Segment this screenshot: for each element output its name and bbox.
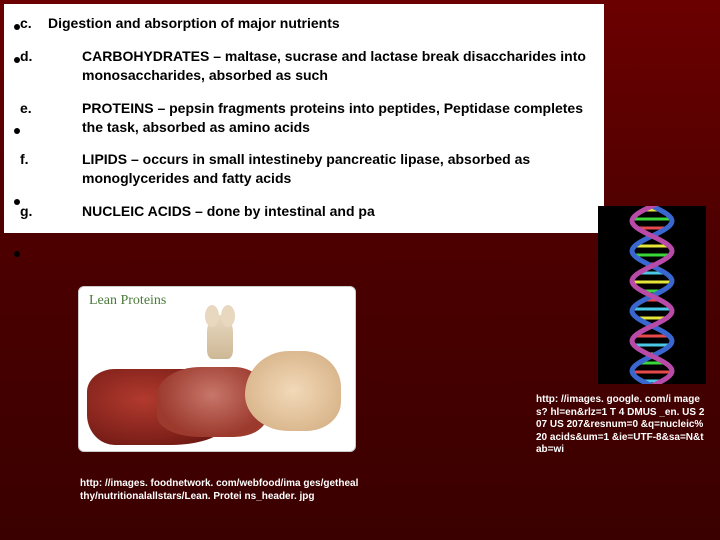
item-marker: d.	[20, 47, 48, 85]
bullet-icon	[14, 24, 20, 30]
item-marker: f.	[20, 150, 48, 188]
item-text: PROTEINS – pepsin fragments proteins int…	[48, 99, 588, 137]
bullet-icon	[14, 199, 20, 205]
item-text: NUCLEIC ACIDS – done by intestinal and p…	[48, 202, 588, 221]
text-panel: c. Digestion and absorption of major nut…	[4, 4, 604, 233]
lean-proteins-image	[87, 315, 347, 445]
item-text: CARBOHYDRATES – maltase, sucrase and lac…	[48, 47, 588, 85]
list-item: c. Digestion and absorption of major nut…	[20, 14, 588, 33]
list-item: f. LIPIDS – occurs in small intestineby …	[20, 150, 588, 188]
dna-image	[598, 206, 706, 384]
list-item: g. NUCLEIC ACIDS – done by intestinal an…	[20, 202, 588, 221]
item-text: LIPIDS – occurs in small intestineby pan…	[48, 150, 588, 188]
lean-proteins-card: Lean Proteins	[78, 286, 356, 452]
list-item: e. PROTEINS – pepsin fragments proteins …	[20, 99, 588, 137]
lean-proteins-label: Lean Proteins	[89, 293, 166, 309]
item-marker: g.	[20, 202, 48, 221]
chicken-shape	[245, 351, 341, 431]
item-marker: c.	[20, 14, 48, 33]
bullet-icon	[14, 128, 20, 134]
list-item: d. CARBOHYDRATES – maltase, sucrase and …	[20, 47, 588, 85]
bone-shape	[207, 315, 233, 359]
dna-helix-icon	[598, 206, 706, 384]
item-marker: e.	[20, 99, 48, 137]
item-text: Digestion and absorption of major nutrie…	[48, 14, 588, 33]
url-text-right: http: //images. google. com/i mages? hl=…	[536, 394, 706, 457]
url-text-bottom: http: //images. foodnetwork. com/webfood…	[80, 478, 360, 503]
bullet-icon	[14, 57, 20, 63]
bullet-icon	[14, 251, 20, 257]
